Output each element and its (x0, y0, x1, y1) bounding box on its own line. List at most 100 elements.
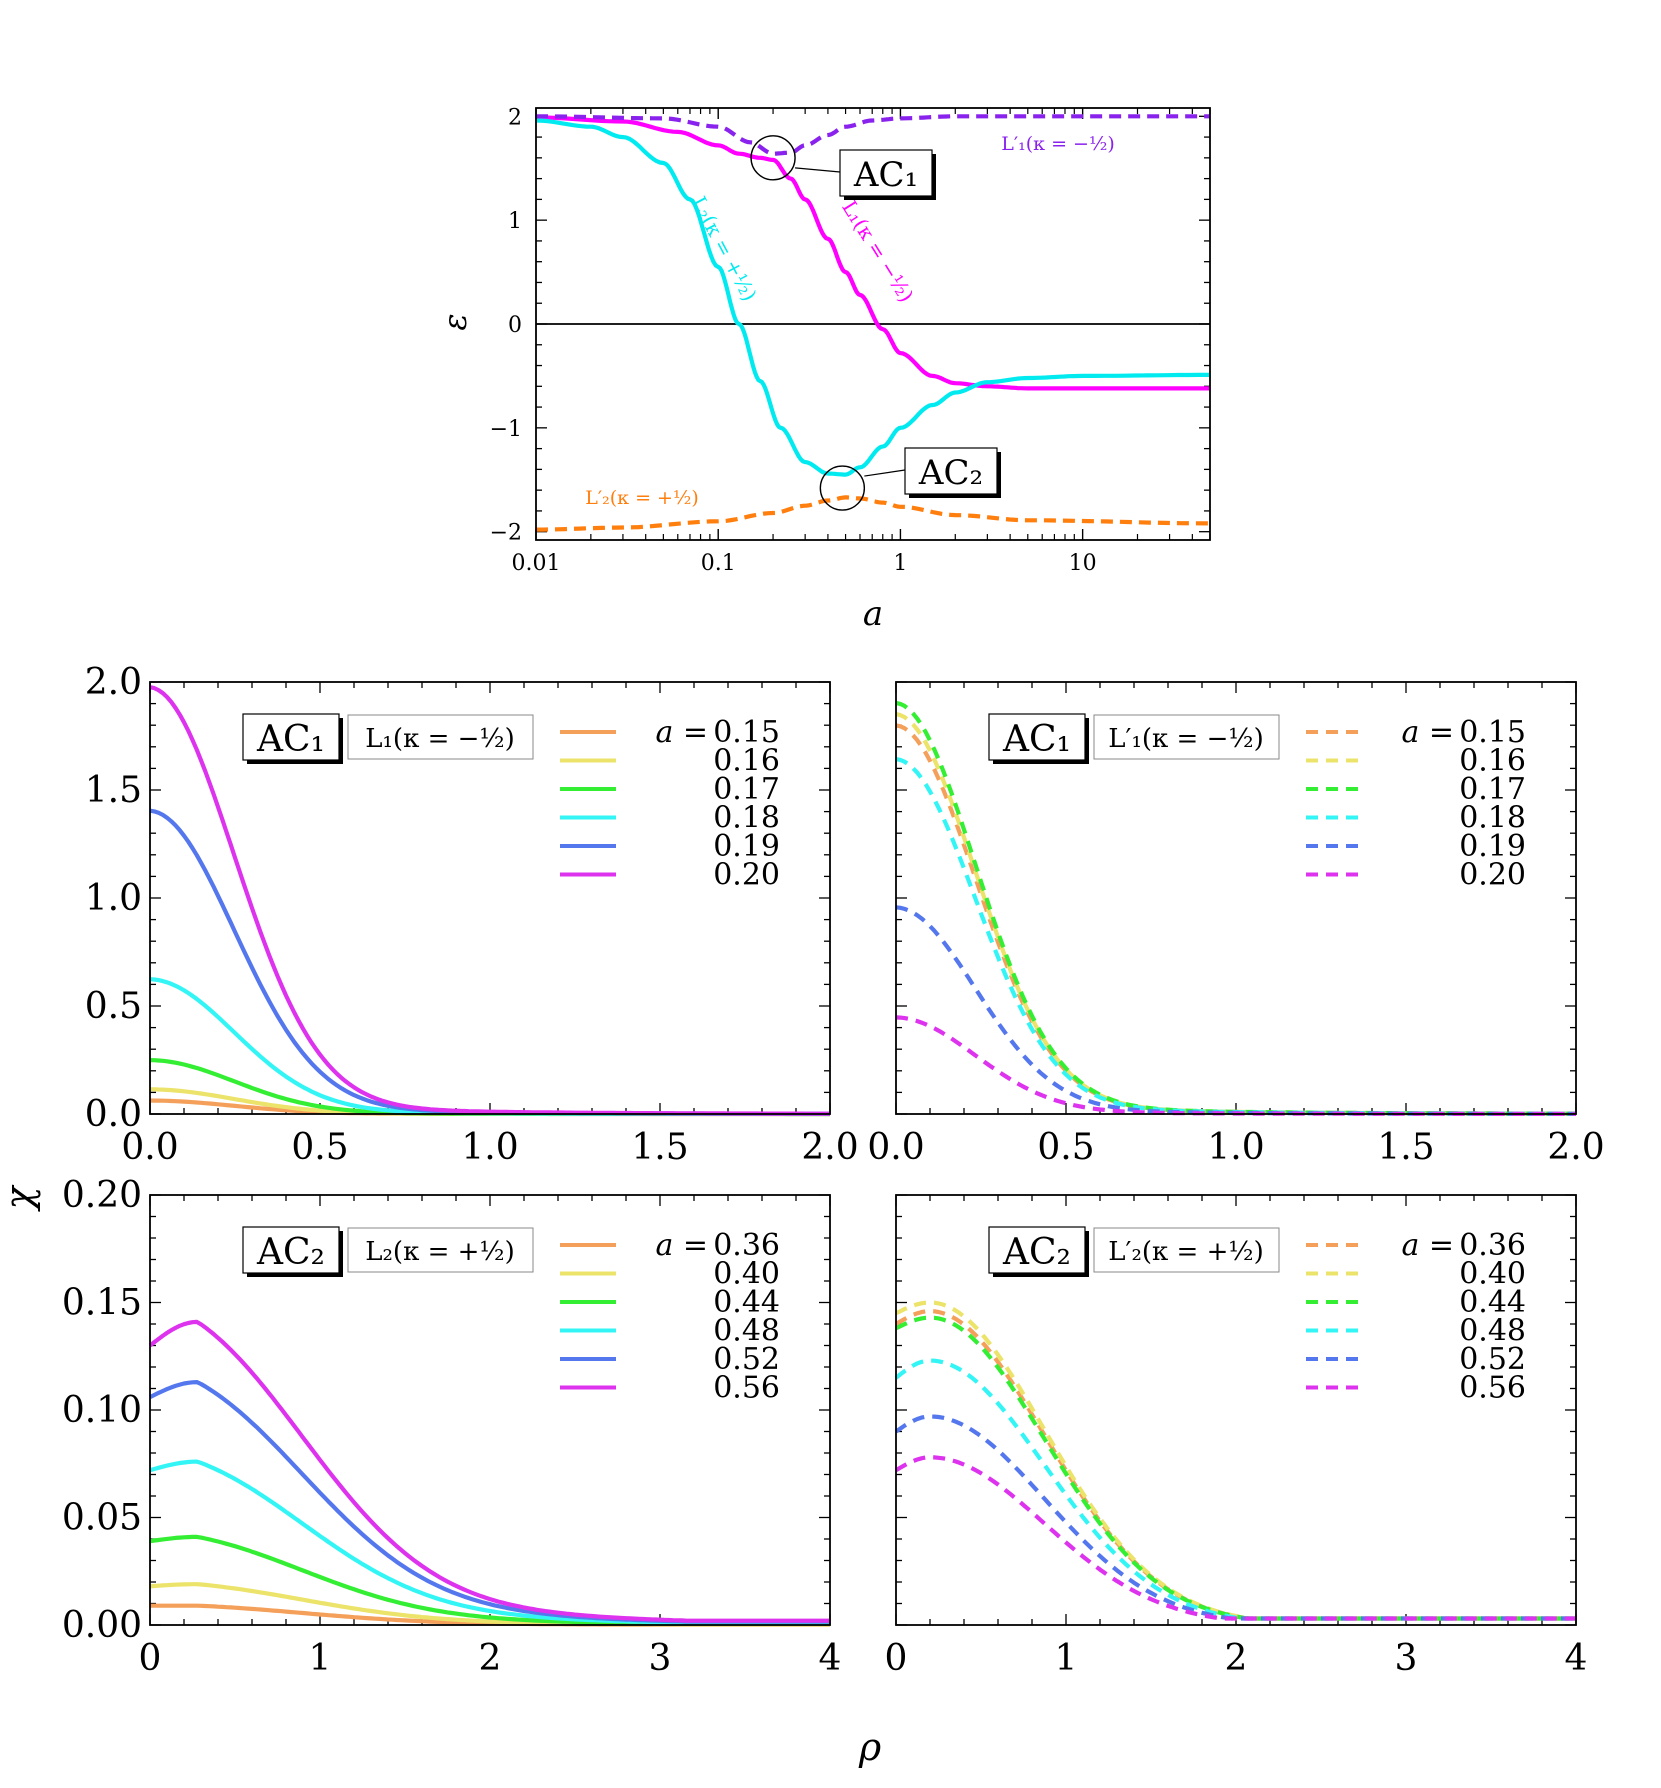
plot-ac1-l1: 0.0 0.5 1.0 1.5 2.0 0.0 0.5 1.0 1.5 2.0 AC₁ L₁(κ = … (85, 662, 859, 1168)
tag-label: AC₁ (256, 719, 325, 760)
legend-value: 0.40 (713, 1257, 780, 1292)
y-tick-label: −1 (490, 417, 522, 442)
legend-value: 0.48 (713, 1314, 780, 1349)
legend-value: 0.52 (1459, 1342, 1526, 1377)
legend-value: 0.36 (713, 1228, 780, 1263)
series-line-3 (536, 495, 1211, 532)
x-tick-label: 1 (1055, 1638, 1078, 1679)
y-tick-label: 0.0 (85, 1094, 142, 1135)
state-box (347, 1227, 534, 1273)
y-tick-label: 1 (508, 209, 522, 234)
plot-frame (895, 1194, 1577, 1626)
legend-value: 0.44 (1459, 1285, 1526, 1320)
state-label: L′₂(κ = +½) (1108, 1237, 1263, 1267)
x-tick-label: 0 (885, 1638, 908, 1679)
x-tick-label: 4 (819, 1638, 842, 1679)
plot-frame (895, 681, 1577, 1115)
curve-label-l1-prime: L′₁(κ = −½) (1001, 133, 1115, 155)
legend-value: 0.19 (713, 829, 780, 864)
x-tick-label: 0.5 (1037, 1127, 1094, 1168)
ac-pointer (864, 469, 906, 477)
legend-value: 0.20 (713, 858, 780, 893)
tag-box (242, 713, 340, 761)
legend-title: a = (1401, 1228, 1454, 1263)
y-tick-label: −2 (490, 521, 522, 546)
legend-value: 0.48 (1459, 1314, 1526, 1349)
curve-label-l2-prime: L′₂(κ = +½) (585, 487, 699, 509)
x-tick-label: 2.0 (801, 1127, 858, 1168)
x-tick-label: 0.1 (701, 551, 736, 576)
legend-value: 0.15 (713, 715, 780, 750)
legend-value: 0.16 (1459, 744, 1526, 779)
plot-frame (149, 1194, 831, 1626)
x-tick-label: 1 (893, 551, 907, 576)
series-line-5 (895, 1015, 1576, 1116)
y-tick-label: 0.05 (62, 1498, 142, 1539)
x-tick-label: 2 (1225, 1638, 1248, 1679)
legend-value: 0.17 (713, 772, 780, 807)
tag-box (988, 713, 1086, 761)
tag-label: AC₂ (1002, 1232, 1071, 1273)
state-label: L₁(κ = −½) (365, 724, 515, 754)
x-tick-label: 1.0 (1207, 1127, 1264, 1168)
series-line-3 (149, 977, 830, 1116)
x-tick-label: 4 (1565, 1638, 1588, 1679)
x-tick-label: 3 (1395, 1638, 1418, 1679)
curve-label-l2: L₂(κ = +½) (687, 192, 762, 305)
plot-ac2-l2: 0 1 2 3 4 0.00 0.05 0.10 0.15 0.20 AC₂ L₂(κ = +½) 0.… (62, 1175, 842, 1679)
series-line-1 (535, 118, 1210, 477)
state-label: L₂(κ = +½) (365, 1237, 515, 1267)
x-tick-label: 2 (479, 1638, 502, 1679)
x-tick-label: 3 (649, 1638, 672, 1679)
chi-axis-label: χ (0, 1185, 41, 1213)
tag-label: AC₁ (1002, 719, 1071, 760)
y-tick-label: 1.0 (85, 878, 142, 919)
rho-axis-label: ρ (858, 1725, 882, 1769)
legend-value: 0.17 (1459, 772, 1526, 807)
x-tick-label: 2.0 (1547, 1127, 1604, 1168)
x-tick-label: 1 (309, 1638, 332, 1679)
tag-box (242, 1226, 340, 1274)
y-axis-label: ε (436, 313, 474, 330)
legend-value: 0.36 (1459, 1228, 1526, 1263)
legend-value: 0.44 (713, 1285, 780, 1320)
ac-circle (750, 135, 796, 181)
legend-value: 0.19 (1459, 829, 1526, 864)
state-label: L′₁(κ = −½) (1108, 724, 1263, 754)
y-tick-label: 0.20 (62, 1175, 142, 1216)
legend-title: a = (655, 1228, 708, 1263)
legend-value: 0.16 (713, 744, 780, 779)
plot-frame (149, 681, 831, 1115)
x-tick-label: 1.0 (461, 1127, 518, 1168)
ac-circle (819, 465, 866, 511)
legend-title: a = (1401, 715, 1454, 750)
series-line-4 (894, 1414, 1576, 1621)
series-line-5 (148, 1319, 830, 1623)
ac-box-label: AC₁ (853, 155, 918, 195)
state-box (1093, 1227, 1280, 1273)
y-tick-label: 0.5 (85, 986, 142, 1027)
legend-value: 0.56 (1459, 1371, 1526, 1406)
y-tick-label: 0.15 (62, 1283, 142, 1324)
state-box (1093, 714, 1280, 760)
x-tick-label: 0.0 (121, 1127, 178, 1168)
x-tick-label: 1.5 (631, 1127, 688, 1168)
y-tick-label: 1.5 (85, 770, 142, 811)
y-tick-label: 0 (508, 313, 522, 338)
legend-value: 0.18 (713, 801, 780, 836)
tag-label: AC₂ (256, 1232, 325, 1273)
ac-box (904, 447, 998, 495)
legend-value: 0.40 (1459, 1257, 1526, 1292)
ac-box-label: AC₂ (918, 453, 983, 493)
y-tick-label: 2 (508, 105, 522, 130)
curve-label-l1: L₁(κ = −½) (837, 196, 918, 306)
tag-box (988, 1226, 1086, 1274)
series-line-2 (536, 114, 1210, 156)
y-tick-label: 0.10 (62, 1390, 142, 1431)
x-tick-label: 0 (139, 1638, 162, 1679)
x-tick-label: 0.5 (291, 1127, 348, 1168)
x-tick-label: 0.0 (867, 1127, 924, 1168)
